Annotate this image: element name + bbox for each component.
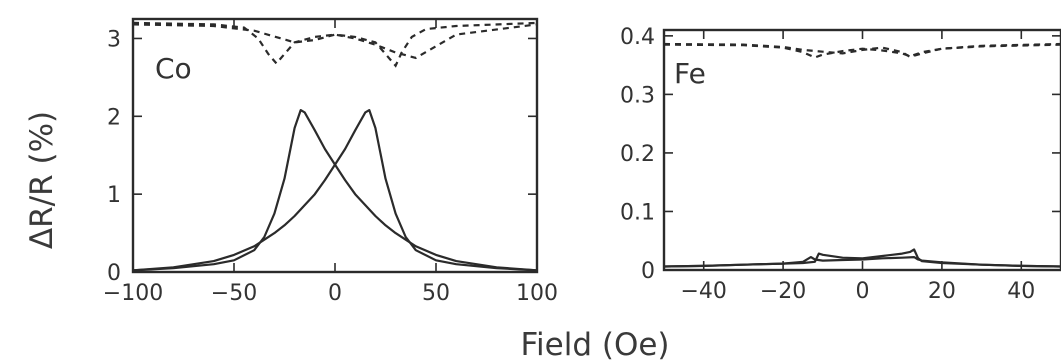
fe-panel-label: Fe [674, 57, 706, 90]
co-plot-frame [131, 17, 539, 274]
fe-x-tick-label: 20 [928, 279, 956, 304]
co-x-tick-label: 100 [516, 281, 558, 306]
co-x-tick-label: 50 [422, 281, 450, 306]
fe-x-tick-label: −40 [680, 279, 726, 304]
co-y-tick-label: 2 [107, 105, 121, 130]
fe-panel: −40 −20 0 20 40 0 0.1 0.2 0.3 0.4 Fe [620, 25, 1061, 304]
fe-y-tick-label: 0.3 [620, 83, 655, 108]
co-series-dashed-4 [132, 21, 538, 68]
fe-x-tick-label: −20 [760, 279, 806, 304]
fe-y-tick-label: 0.2 [620, 142, 655, 167]
co-x-tick-label: 0 [328, 281, 342, 306]
fe-series-dashed-3 [663, 43, 1061, 59]
co-series-dashed-3 [132, 21, 538, 66]
co-panel-label: Co [155, 52, 192, 85]
x-axis-label: Field (Oe) [520, 327, 669, 363]
co-panel: −100 −50 0 50 100 0 1 2 3 Co [103, 17, 558, 306]
fe-y-tick-label: 0 [641, 259, 655, 284]
fe-series-dashed-4 [663, 42, 1061, 59]
fe-plot-frame [662, 28, 1061, 272]
y-axis-label: ΔR/R (%) [24, 111, 60, 249]
co-x-tick-label: −50 [211, 281, 257, 306]
co-y-tick-label: 3 [107, 27, 121, 52]
fe-y-tick-label: 0.4 [620, 25, 655, 50]
fe-x-tick-label: 0 [856, 279, 870, 304]
fe-series-solid-2 [663, 248, 1061, 268]
co-y-tick-label: 1 [107, 183, 121, 208]
fe-x-tick-label: 40 [1007, 279, 1035, 304]
co-y-tick-label: 0 [107, 261, 121, 286]
co-series-solid-1 [132, 109, 538, 272]
fe-y-tick-label: 0.1 [620, 200, 655, 225]
co-x-tick-label: −100 [103, 281, 163, 306]
co-series-solid-2 [132, 109, 538, 272]
